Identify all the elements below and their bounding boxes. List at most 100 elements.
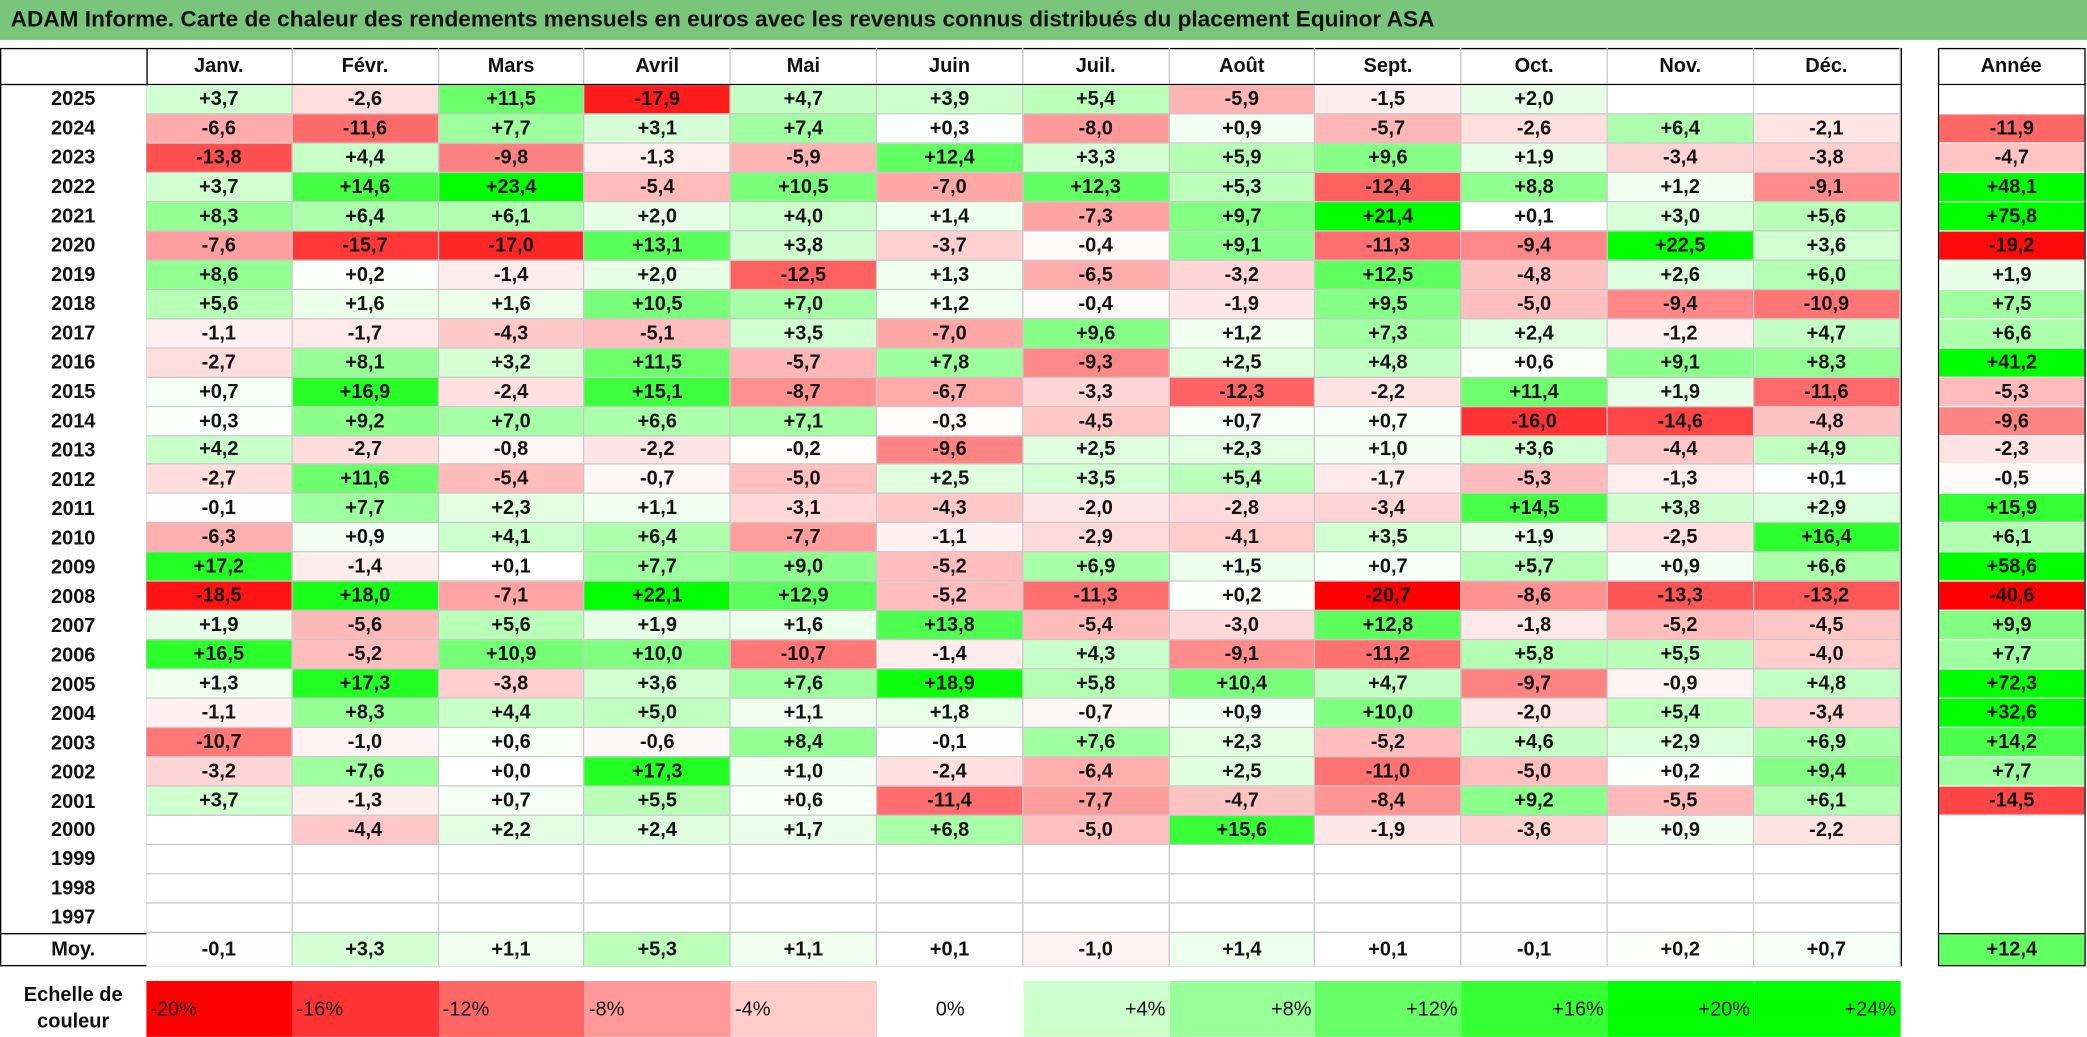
heat-cell [1315,903,1462,933]
month-header: Avril [585,47,731,84]
heat-cell: +0,7 [438,786,585,816]
heat-cell: -9,6 [877,435,1024,466]
heat-cell: -2,2 [584,435,731,466]
heat-cell: +3,7 [146,786,293,816]
heat-cell: -5,6 [292,611,439,641]
heat-cell: -4,7 [1169,786,1316,816]
heat-cell: +3,1 [584,114,731,144]
year-label: 2014 [50,409,96,433]
heat-cell: +6,1 [1753,786,1901,816]
heat-cell: +8,3 [146,202,293,232]
heat-cell [1461,903,1608,933]
annual-cell: -14,5 [1939,786,2085,816]
heat-cell: -0,1 [146,494,293,524]
heat-cell: -7,1 [438,582,585,612]
heat-cell: +6,6 [584,406,731,436]
heat-cell: -5,2 [877,552,1024,583]
heat-cell [1461,874,1608,904]
scale-step: -8% [584,980,731,1037]
heat-cell: -3,4 [1315,494,1462,524]
heat-cell: +6,9 [1753,728,1901,758]
heat-cell: +2,4 [1461,319,1608,349]
heat-cell [1023,903,1170,933]
heat-cell: +10,5 [730,172,878,203]
heat-cell: +9,5 [1315,289,1462,320]
heat-cell: +6,6 [1753,552,1901,583]
heat-cell: -4,3 [438,319,585,349]
heat-cell: -14,6 [1607,406,1754,436]
heat-cell [1169,874,1316,904]
heat-cell: -6,3 [146,523,293,553]
heat-cell: +2,0 [584,260,731,290]
heat-cell: -8,7 [730,377,878,407]
heat-cell: +1,6 [292,289,439,320]
year-label: 2002 [50,760,96,784]
heat-cell: +9,1 [1607,348,1754,378]
heat-cell: +0,1 [438,552,585,583]
annual-cell: -11,9 [1939,114,2085,144]
heat-cell: -2,0 [1461,698,1608,729]
heat-cell [146,874,293,904]
heat-cell: +0,7 [1169,406,1316,436]
heat-cell: -4,5 [1753,611,1901,641]
heat-cell: -7,6 [146,231,293,261]
heat-cell: +6,4 [584,523,731,553]
annual-cell [1939,85,2085,115]
heat-cell: -7,7 [1023,786,1170,816]
heat-cell: -13,3 [1607,582,1754,612]
heat-cell: +3,9 [877,85,1024,115]
heat-cell: +0,9 [1607,552,1754,583]
heat-cell: -8,0 [1023,114,1170,144]
heat-cell: -3,8 [1753,143,1901,173]
heat-cell [1169,903,1316,933]
heat-cell: +4,2 [146,435,293,466]
heat-cell: +2,5 [877,465,1024,495]
heat-cell: +11,6 [292,465,439,495]
heat-cell: +3,2 [438,348,585,378]
heat-cell: +8,1 [292,348,439,378]
heat-cell: -2,6 [292,85,439,115]
heat-cell: -0,6 [584,728,731,758]
heat-cell: -0,3 [877,406,1024,436]
heat-cell: +2,5 [1023,435,1170,466]
heat-cell [438,903,585,933]
month-header: Févr. [293,47,439,84]
heat-cell: +1,9 [1461,143,1608,173]
heat-cell: -5,2 [877,582,1024,612]
heat-cell: -9,4 [1607,289,1754,320]
heat-cell: -1,2 [1607,319,1754,349]
heat-cell: +12,9 [730,582,878,612]
heat-cell [1607,85,1754,115]
heat-cell: +6,4 [292,202,439,232]
heat-cell: -13,8 [146,143,293,173]
heat-cell: -17,9 [584,85,731,115]
heat-cell: -6,5 [1023,260,1170,290]
year-label: 2024 [50,117,96,141]
annual-cell: +32,6 [1939,698,2085,729]
heat-cell: -12,4 [1315,172,1462,203]
month-header: Déc. [1754,47,1901,84]
heat-cell: -18,5 [146,582,293,612]
heat-cell: +9,2 [1461,786,1608,816]
annual-cell: +6,1 [1939,523,2085,553]
heat-cell: -11,4 [877,786,1024,816]
heat-cell: +1,3 [877,260,1024,290]
year-label: 2007 [50,614,96,638]
year-label: 1999 [50,848,96,872]
annual-cell: -40,6 [1939,582,2085,612]
heat-cell: -20,7 [1315,582,1462,612]
scale-label: Echelle de couleur [23,983,123,1033]
year-label: 1998 [50,877,96,901]
heat-cell [1461,845,1608,875]
heat-cell [1315,845,1462,875]
heat-cell: -2,1 [1753,114,1901,144]
heat-cell: +5,8 [1023,669,1170,699]
year-label: 2009 [50,556,96,579]
heat-cell: +9,4 [1753,757,1901,787]
heat-cell: -5,2 [292,640,439,670]
heat-cell: +1,4 [877,202,1024,232]
heat-cell: +3,6 [1461,435,1608,466]
heat-cell: +6,0 [1753,260,1901,290]
heat-cell: +3,7 [146,172,293,203]
annual-cell: -5,3 [1939,377,2085,407]
